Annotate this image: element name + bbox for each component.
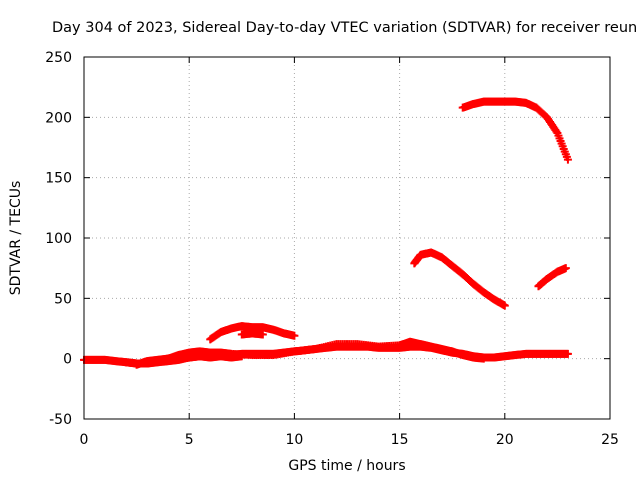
series-arc-6-10h xyxy=(206,322,299,344)
x-tick-label: 20 xyxy=(496,432,514,448)
x-tick-label: 0 xyxy=(80,432,89,448)
y-tick-label: 0 xyxy=(63,352,72,368)
x-tick-label: 15 xyxy=(391,432,409,448)
y-axis-label: SDTVAR / TECUs xyxy=(8,181,24,296)
data-point xyxy=(561,264,570,273)
series-arc-16-20h xyxy=(410,248,509,310)
x-axis-label: GPS time / hours xyxy=(288,458,405,474)
data-point xyxy=(563,349,572,358)
data-marks xyxy=(80,97,572,369)
chart-title: Day 304 of 2023, Sidereal Day-to-day VTE… xyxy=(52,20,637,36)
data-mark xyxy=(552,127,561,136)
data-point xyxy=(563,155,572,164)
data-point xyxy=(258,330,267,339)
y-tick-labels: -50 0 50 100 150 200 250 xyxy=(45,50,72,428)
x-tick-label: 25 xyxy=(601,432,619,448)
y-tick-label: 200 xyxy=(45,110,72,126)
data-point xyxy=(237,352,246,361)
y-tick-label: -50 xyxy=(49,412,72,428)
x-tick-label: 10 xyxy=(285,432,303,448)
y-tick-label: 250 xyxy=(45,50,72,66)
x-tick-label: 5 xyxy=(185,432,194,448)
y-tick-label: 50 xyxy=(54,291,72,307)
series-arc-21-23h xyxy=(534,264,570,291)
series-baseline-c xyxy=(132,352,246,369)
x-tick-labels: 0 5 10 15 20 25 xyxy=(80,432,619,448)
data-point xyxy=(500,301,509,310)
plot-frame xyxy=(83,56,611,420)
y-tick-label: 100 xyxy=(45,231,72,247)
series-arc-18-23h xyxy=(458,97,572,164)
data-point xyxy=(479,354,488,363)
y-tick-label: 150 xyxy=(45,171,72,187)
series-arc-8h xyxy=(237,329,267,339)
data-point xyxy=(290,331,299,340)
